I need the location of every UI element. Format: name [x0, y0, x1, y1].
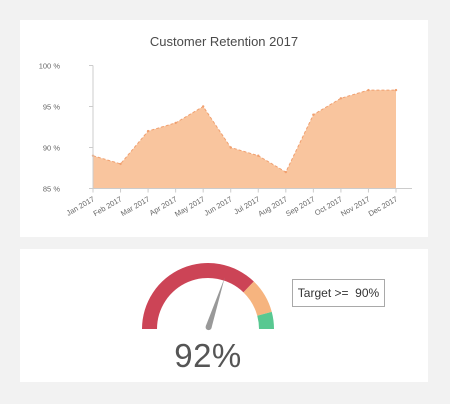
y-tick-label: 100 % — [39, 62, 61, 71]
x-tick-label: Jun 2017 — [202, 194, 233, 217]
data-point — [312, 113, 315, 116]
y-tick-label: 90 % — [43, 144, 60, 153]
retention-area-chart: Customer Retention 2017 85 % 90 % 95 % 100 … — [39, 34, 412, 219]
gauge-segment-mid — [243, 281, 272, 316]
gauge-value: 92% — [174, 337, 242, 374]
x-tick-label: Jan 2017 — [65, 194, 96, 217]
y-tick-label: 95 % — [43, 103, 60, 112]
x-tick-label: Oct 2017 — [313, 194, 344, 217]
x-tick-label: Sep 2017 — [284, 194, 316, 218]
series-line — [92, 89, 396, 173]
x-tick-label: Aug 2017 — [256, 194, 288, 218]
target-label: Target >= 90% — [292, 279, 385, 307]
data-point — [257, 154, 260, 157]
data-point — [394, 88, 398, 92]
x-tick-label: Nov 2017 — [339, 194, 371, 218]
gauge-needle-hub — [205, 324, 212, 331]
retention-chart-card: Customer Retention 2017 85 % 90 % 95 % 100 … — [20, 20, 428, 237]
data-point — [339, 97, 343, 100]
data-point — [174, 121, 177, 125]
gauge-needle — [205, 277, 225, 329]
x-tick-label: Feb 2017 — [92, 194, 124, 218]
data-point — [229, 146, 232, 149]
gauge-segment-low — [142, 263, 254, 329]
gauge-segment-high — [257, 311, 274, 329]
x-tick-label: Mar 2017 — [119, 194, 151, 218]
data-point — [119, 162, 122, 166]
y-tick-label: 85 % — [43, 185, 60, 194]
x-tick-label: Dec 2017 — [367, 194, 399, 218]
data-point — [146, 129, 150, 133]
data-point — [367, 88, 370, 92]
data-point — [284, 170, 288, 174]
chart-title: Customer Retention 2017 — [150, 34, 298, 49]
retention-gauge — [142, 263, 274, 331]
retention-gauge-card: Target >= 90% 92% — [20, 249, 428, 382]
data-point — [201, 105, 205, 108]
x-tick-label: May 2017 — [173, 194, 206, 218]
area-fill — [93, 90, 396, 189]
